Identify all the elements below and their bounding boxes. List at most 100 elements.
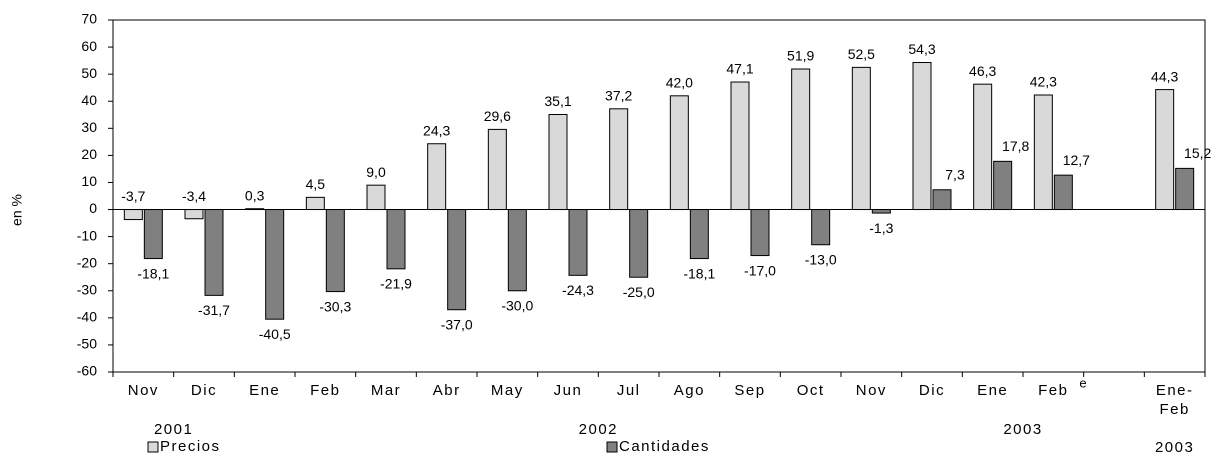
x-tick-label: Ene-Feb [1156,382,1194,418]
bar [750,209,770,257]
bar [265,209,285,320]
bar [1053,174,1073,211]
value-label: 42,0 [666,75,693,91]
bar [143,209,163,260]
value-label: -30,0 [501,297,533,313]
bar [851,66,871,211]
value-label: 24,3 [423,122,450,138]
value-label: -3,4 [182,188,206,204]
x-tick-label: Jul [617,382,641,399]
value-label: 52,5 [848,46,875,62]
bar [1175,167,1195,211]
bar [993,160,1013,211]
bar [204,209,224,296]
value-label: 46,3 [969,63,996,79]
bar [609,108,629,211]
bar [871,209,891,214]
bar [689,209,709,260]
x-tick-label: Oct [797,382,825,399]
y-tick-label: 70 [81,11,97,27]
y-tick-label: 40 [81,92,97,108]
x-tick-label: May [491,382,524,399]
bar [123,209,143,221]
x-tick-label: Sep [734,382,765,399]
legend-label: Cantidades [619,438,710,455]
y-tick-label: 50 [81,65,97,81]
group-label: 2003 [1003,421,1042,438]
value-label: 4,5 [306,176,326,192]
y-tick-label: 0 [89,200,97,216]
value-label: 51,9 [787,48,814,64]
annotation: e [1079,375,1086,390]
bar [386,209,406,270]
bar [487,128,507,211]
value-label: 7,3 [945,166,965,182]
x-tick-label: Ene [977,382,1008,399]
value-label: -30,3 [319,298,351,314]
bar [973,83,993,211]
y-tick-label: 30 [81,119,97,135]
y-tick-label: 10 [81,173,97,189]
value-label: 15,2 [1184,145,1211,161]
value-label: 0,3 [245,187,265,203]
value-label: 47,1 [726,61,753,77]
x-tick-label: Dic [191,382,217,399]
bar [912,62,932,211]
value-label: 29,6 [484,108,511,124]
bar [548,113,568,211]
value-label: 17,8 [1002,138,1029,154]
y-tick-label: 60 [81,38,97,54]
bar [730,81,750,211]
x-tick-label: Feb [310,382,340,399]
value-label: 54,3 [908,41,935,57]
value-label: -31,7 [198,302,230,318]
value-label: -40,5 [259,326,291,342]
bar [507,209,527,292]
bar [932,189,952,211]
bar [305,196,325,211]
value-label: -18,1 [683,265,715,281]
value-label: -21,9 [380,276,412,292]
bar [568,209,588,276]
bar [184,209,204,220]
value-label: -25,0 [623,284,655,300]
value-label: -1,3 [869,220,893,236]
x-tick-label: Nov [856,382,887,399]
y-tick-label: -20 [77,254,97,270]
value-label: 35,1 [544,93,571,109]
value-label: 12,7 [1063,152,1090,168]
bar [1033,94,1053,211]
value-label: -17,0 [744,262,776,278]
y-tick-label: 20 [81,146,97,162]
bar [811,209,831,246]
group-label: 2003 [1155,439,1194,456]
bar [366,184,386,211]
value-label: 37,2 [605,88,632,104]
legend-swatch [147,441,159,453]
group-label: 2001 [154,421,193,438]
x-tick-label: Ago [674,382,705,399]
x-tick-label: Mar [371,382,401,399]
bar [629,209,649,278]
x-tick-label: Nov [128,382,159,399]
y-tick-label: -60 [77,363,97,379]
bar [427,143,447,211]
x-tick-label: Jun [554,382,583,399]
bar [325,209,345,293]
value-label: 42,3 [1030,74,1057,90]
y-tick-label: -10 [77,227,97,243]
value-label: 44,3 [1151,68,1178,84]
value-label: -37,0 [441,316,473,332]
y-tick-label: -40 [77,309,97,325]
legend-swatch [606,441,618,453]
value-label: -24,3 [562,282,594,298]
y-tick-label: -50 [77,336,97,352]
x-tick-label: Ene [249,382,280,399]
x-tick-label: Feb [1038,382,1068,399]
y-tick-label: -30 [77,281,97,297]
x-tick-label: Dic [919,382,945,399]
x-tick-label: Abr [433,382,461,399]
group-label: 2002 [579,421,618,438]
